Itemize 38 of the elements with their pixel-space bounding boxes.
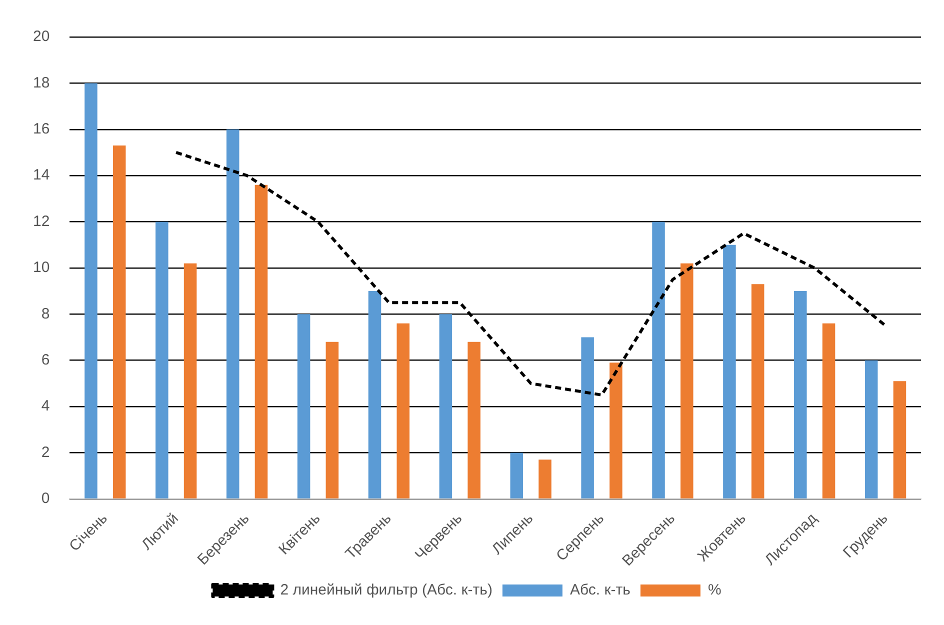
y-tick-label: 20 xyxy=(32,28,50,46)
bar xyxy=(864,360,878,498)
bar xyxy=(326,342,339,498)
bar xyxy=(751,284,764,498)
bar xyxy=(822,323,836,498)
bar xyxy=(510,452,524,498)
bar xyxy=(723,244,736,498)
y-tick-label: 18 xyxy=(32,74,50,92)
bar xyxy=(538,460,552,498)
legend-label: Абс. к-ть xyxy=(570,582,631,599)
bar xyxy=(610,362,622,498)
bar xyxy=(396,323,410,498)
bar xyxy=(184,263,197,498)
bar xyxy=(893,381,906,498)
y-tick-label: 16 xyxy=(32,120,50,138)
bar xyxy=(439,314,452,498)
bar xyxy=(226,129,240,498)
bar xyxy=(84,83,98,498)
y-tick-label: 14 xyxy=(32,166,50,184)
y-tick-label: 6 xyxy=(41,351,50,368)
y-tick-label: 12 xyxy=(32,212,50,230)
bar xyxy=(652,222,665,498)
y-tick-label: 2 xyxy=(41,444,50,461)
bar xyxy=(156,222,168,498)
bar xyxy=(468,342,480,498)
y-tick-label: 8 xyxy=(41,305,50,322)
legend-label: % xyxy=(708,582,722,599)
bar xyxy=(368,291,382,498)
y-tick-label: 10 xyxy=(32,259,50,276)
y-tick-label: 4 xyxy=(41,398,50,415)
y-tick-label: 0 xyxy=(41,490,50,508)
bar xyxy=(794,291,807,498)
bar xyxy=(581,337,594,498)
bar xyxy=(680,263,694,498)
legend-label: 2 линейный фильтр (Абс. к-ть) xyxy=(280,582,492,599)
bar xyxy=(112,146,126,498)
bar xyxy=(254,184,268,498)
bar xyxy=(297,314,310,498)
